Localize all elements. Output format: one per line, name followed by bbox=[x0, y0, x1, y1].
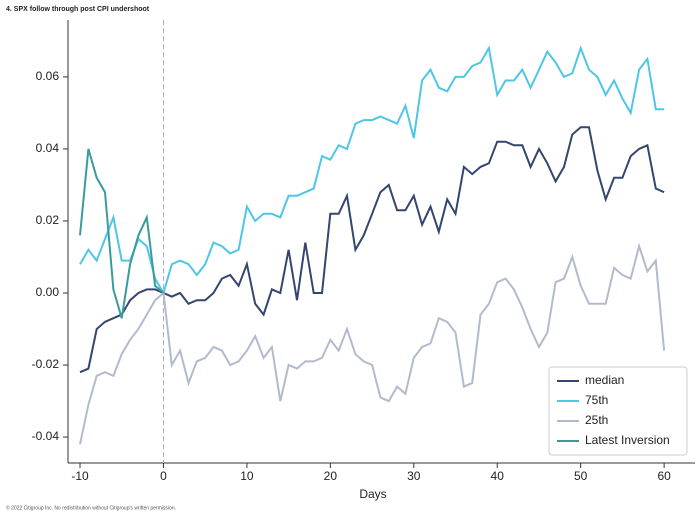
x-tick-label: 30 bbox=[407, 469, 421, 483]
legend-label: 75th bbox=[585, 393, 608, 407]
footnote: © 2022 Citigroup Inc. No redistribution … bbox=[6, 504, 176, 511]
legend: median 75th 25th Latest Inversion bbox=[548, 366, 688, 456]
chart-title: 4. SPX follow through post CPI undershoo… bbox=[6, 6, 150, 13]
series-line bbox=[79, 45, 665, 296]
x-tick-label: -10 bbox=[71, 469, 89, 483]
x-tick-label: 40 bbox=[491, 469, 505, 483]
series-line bbox=[79, 242, 666, 445]
x-tick-label: 10 bbox=[240, 469, 254, 483]
legend-label: median bbox=[585, 373, 624, 387]
y-tick-label: 0.06 bbox=[36, 69, 60, 83]
x-axis-label: Days bbox=[359, 487, 386, 501]
legend-label: 25th bbox=[585, 413, 608, 427]
legend-label: Latest Inversion bbox=[585, 433, 670, 447]
x-tick-label: 0 bbox=[160, 469, 167, 483]
y-tick-label: 0.02 bbox=[36, 213, 60, 227]
x-tick-label: 60 bbox=[657, 469, 671, 483]
x-tick-label: 50 bbox=[574, 469, 588, 483]
x-tick-label: 20 bbox=[324, 469, 338, 483]
y-tick-label: 0.00 bbox=[36, 285, 60, 299]
y-tick-label: -0.02 bbox=[32, 357, 60, 371]
series-line bbox=[79, 126, 665, 374]
y-tick-label: 0.04 bbox=[36, 141, 60, 155]
y-tick-label: -0.04 bbox=[32, 429, 60, 443]
series-line bbox=[79, 148, 165, 319]
legend-box bbox=[548, 366, 688, 456]
